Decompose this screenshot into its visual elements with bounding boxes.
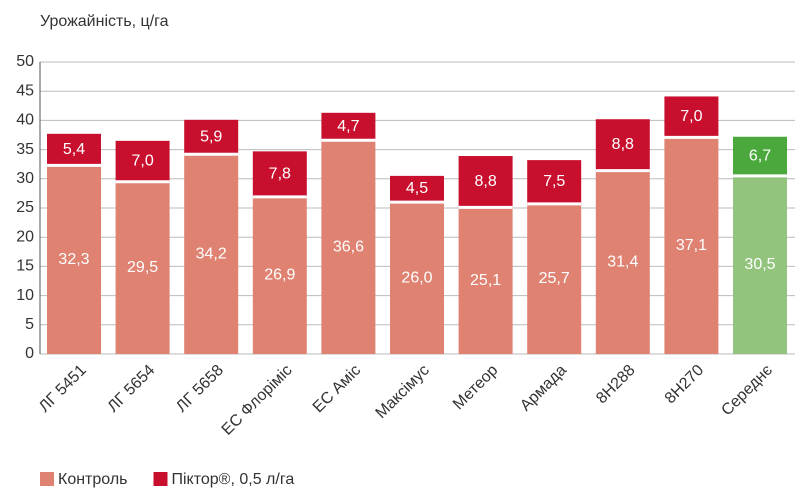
- bar-segment: [115, 140, 170, 182]
- value-label: 37,1: [676, 237, 707, 254]
- bar-segment: [595, 119, 650, 171]
- value-label: 4,7: [337, 118, 359, 135]
- value-label: 5,9: [200, 128, 222, 145]
- x-tick-label: ЛГ 5654: [105, 362, 159, 416]
- y-tick-label: 15: [16, 258, 34, 275]
- bar-segment: [252, 151, 307, 197]
- value-label: 7,0: [131, 152, 153, 169]
- value-label: 8,8: [612, 136, 634, 153]
- y-tick-label: 10: [16, 287, 34, 304]
- bar-segment: [733, 136, 787, 176]
- bar-segment: [184, 119, 239, 155]
- x-tick-label: Армада: [517, 362, 570, 415]
- legend-swatch: [40, 472, 54, 486]
- bar-segment: [390, 202, 444, 354]
- y-tick-label: 20: [16, 228, 34, 245]
- value-label: 26,9: [264, 267, 295, 284]
- bar-segment: [47, 133, 101, 166]
- y-tick-label: 30: [16, 170, 34, 187]
- bar-segment: [458, 207, 513, 354]
- x-tick-label: ЕС Флоріміс: [219, 362, 296, 439]
- bar-segment: [595, 170, 650, 354]
- x-tick-label: ЕС Аміс: [310, 362, 364, 416]
- bar-segment: [527, 203, 582, 354]
- value-label: 6,7: [749, 148, 771, 165]
- legend-swatch: [153, 472, 168, 486]
- bar-segment: [733, 175, 787, 354]
- x-tick-label: ЛГ 5451: [36, 362, 90, 416]
- x-tick-label: 8Н270: [662, 362, 707, 407]
- bar-segment: [527, 160, 582, 204]
- bar-segment: [321, 140, 376, 354]
- x-tick-label: Метеор: [450, 362, 502, 414]
- bar-segment: [184, 154, 239, 354]
- y-tick-label: 40: [16, 112, 34, 129]
- value-label: 31,4: [607, 254, 638, 271]
- value-label: 7,0: [680, 108, 702, 125]
- y-tick-label: 5: [25, 316, 34, 333]
- legend-label: Контроль: [58, 471, 128, 488]
- value-label: 8,8: [474, 173, 496, 190]
- x-tick-label: Максімус: [373, 362, 433, 422]
- y-tick-label: 35: [16, 141, 34, 158]
- y-axis-label: Урожайність, ц/га: [40, 13, 169, 30]
- value-label: 36,6: [333, 238, 364, 255]
- bar-segment: [458, 156, 513, 208]
- bar-segment: [664, 96, 719, 138]
- value-label: 7,5: [543, 173, 565, 190]
- value-label: 25,1: [470, 272, 501, 289]
- y-tick-label: 50: [16, 53, 34, 70]
- bar-segment: [664, 137, 719, 354]
- value-label: 30,5: [744, 256, 775, 273]
- value-label: 34,2: [196, 245, 227, 262]
- legend-label: Піктор®, 0,5 л/га: [172, 471, 295, 488]
- value-label: 7,8: [269, 165, 291, 182]
- x-tick-label: Середнє: [718, 362, 775, 419]
- value-label: 32,3: [58, 251, 89, 268]
- bar-segment: [115, 181, 170, 354]
- value-label: 29,5: [127, 259, 158, 276]
- value-label: 4,5: [406, 180, 428, 197]
- bar-segment: [390, 175, 444, 203]
- x-tick-label: 8Н288: [593, 362, 638, 407]
- x-tick-label: ЛГ 5658: [173, 362, 227, 416]
- y-tick-label: 25: [16, 199, 34, 216]
- y-tick-label: 45: [16, 82, 34, 99]
- value-label: 5,4: [63, 141, 85, 158]
- bar-segment: [321, 112, 376, 141]
- value-label: 25,7: [539, 270, 570, 287]
- value-label: 26,0: [401, 269, 432, 286]
- bar-segment: [47, 165, 101, 354]
- bar-segment: [252, 196, 307, 354]
- y-tick-label: 0: [25, 345, 34, 362]
